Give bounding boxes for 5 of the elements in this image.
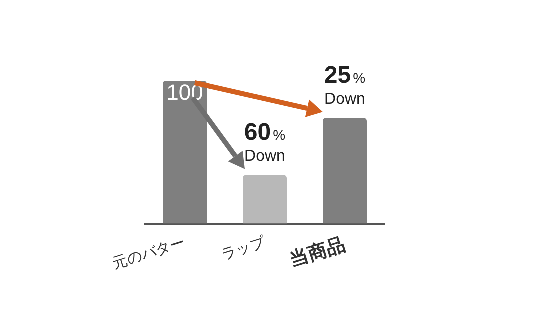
- x-tick-label: ラップ: [219, 234, 268, 264]
- annotation: 25% Down: [324, 62, 366, 108]
- annotation: 60% Down: [244, 119, 286, 166]
- x-tick-label: 当商品: [287, 233, 348, 272]
- x-tick-label: 元のバター: [110, 234, 188, 273]
